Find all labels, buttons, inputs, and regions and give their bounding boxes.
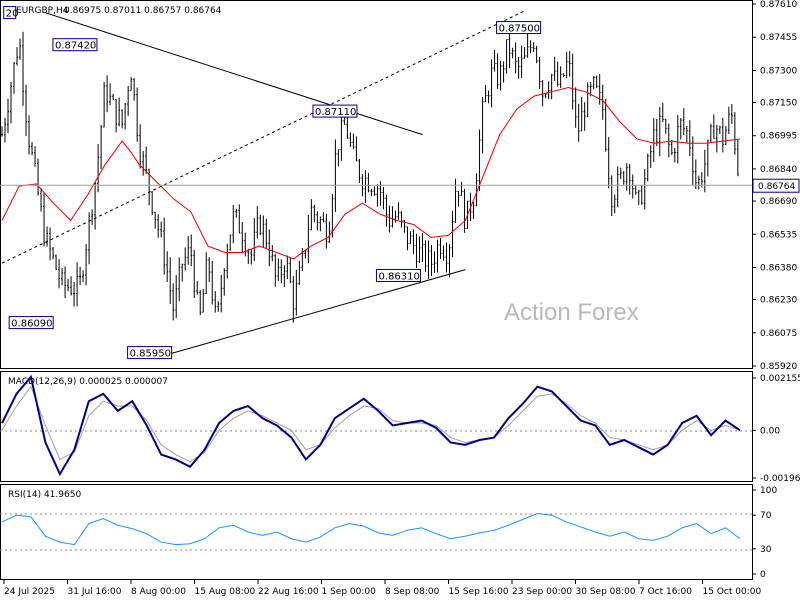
trendline-solid bbox=[164, 269, 466, 356]
time-tick-label: 31 Jul 16:00 bbox=[68, 587, 122, 597]
price-tick-label: 0.87150 bbox=[760, 99, 797, 109]
time-tick-label: 7 Oct 16:00 bbox=[639, 587, 692, 597]
annotation-label: 20 bbox=[6, 9, 19, 20]
macd-axis: 0.002155 0.00 -0.001965 bbox=[752, 374, 800, 484]
price-tick-label: 0.86840 bbox=[760, 165, 797, 175]
macd-tick-label: 0.00 bbox=[760, 426, 780, 436]
price-tick-label: 0.87610 bbox=[760, 0, 797, 10]
macd-tick-label: 0.002155 bbox=[760, 374, 800, 384]
time-tick-label: 23 Sep 00:00 bbox=[512, 587, 572, 597]
price-tick-label: 0.87300 bbox=[760, 66, 797, 76]
trendlines bbox=[1, 9, 526, 356]
trendline-solid bbox=[44, 12, 423, 136]
time-tick-label: 15 Aug 08:00 bbox=[195, 587, 256, 597]
time-tick-label: 22 Aug 16:00 bbox=[258, 587, 319, 597]
annotation-box bbox=[312, 104, 358, 118]
annotation-label: 0.86090 bbox=[11, 319, 52, 330]
current-price-label: 0.86764 bbox=[758, 182, 795, 192]
annotation-label: 0.87420 bbox=[55, 41, 96, 52]
annotation-box bbox=[8, 316, 54, 330]
price-tick-label: 0.86535 bbox=[760, 230, 797, 240]
time-tick-label: 8 Sep 08:00 bbox=[385, 587, 440, 597]
annotation-box bbox=[496, 21, 542, 35]
rsi-title: RSI(14) 41.9650 bbox=[8, 490, 81, 500]
rsi-tick-label: 0 bbox=[760, 570, 766, 580]
price-tick-label: 0.86380 bbox=[760, 263, 797, 273]
price-tick-label: 0.87455 bbox=[760, 33, 797, 43]
moving-average-line bbox=[1, 87, 741, 260]
annotation-box bbox=[52, 38, 98, 52]
current-price-box: 0.86764 bbox=[752, 178, 800, 193]
time-tick-label: 15 Sep 16:00 bbox=[449, 587, 509, 597]
price-tick-label: 0.86690 bbox=[760, 197, 797, 207]
time-tick-label: 30 Sep 08:00 bbox=[576, 587, 636, 597]
price-panel-frame bbox=[0, 0, 753, 369]
rsi-line bbox=[1, 513, 741, 546]
macd-title: MACD(12,26,9) 0.000025 0.000007 bbox=[8, 377, 168, 387]
rsi-panel-frame bbox=[0, 484, 753, 580]
price-tick-label: 0.86995 bbox=[760, 132, 797, 142]
time-tick-label: 24 Jul 2025 bbox=[4, 587, 55, 597]
annotation-label: 0.86310 bbox=[378, 271, 419, 282]
rsi-tick-label: 100 bbox=[760, 486, 777, 496]
rsi-tick-label: 70 bbox=[760, 511, 772, 521]
rsi-tick-label: 30 bbox=[760, 545, 772, 555]
price-tick-label: 0.86230 bbox=[760, 296, 797, 306]
annotations: 0.87420 0.87110 0.87500 0.86310 0.86090 0.859… bbox=[3, 6, 542, 360]
macd-tick-label: -0.001965 bbox=[760, 474, 800, 484]
macd-main-line bbox=[1, 374, 741, 477]
time-tick-label: 1 Sep 00:00 bbox=[322, 587, 377, 597]
rsi-axis: 100 70 30 0 bbox=[752, 486, 777, 580]
annotation-box bbox=[127, 346, 173, 360]
annotation-label: 0.87110 bbox=[315, 107, 356, 118]
time-tick-label: 8 Aug 00:00 bbox=[131, 587, 186, 597]
macd-signal-line bbox=[1, 385, 741, 463]
time-axis: 24 Jul 2025 31 Jul 16:00 8 Aug 00:00 15 Aug… bbox=[3, 580, 762, 597]
price-axis: 0.87610 0.87455 0.87300 0.87150 0.86995 0.868… bbox=[752, 0, 797, 372]
annotation-box bbox=[3, 6, 17, 20]
annotation-label: 0.87500 bbox=[499, 24, 540, 35]
ohlc-readout: 0.86975 0.87011 0.86757 0.86764 bbox=[64, 6, 222, 16]
price-candles bbox=[1, 27, 739, 323]
watermark: Action Forex bbox=[504, 299, 639, 326]
trendline-dotted bbox=[1, 9, 526, 264]
annotation-box bbox=[375, 268, 421, 282]
price-tick-label: 0.85920 bbox=[760, 362, 797, 372]
price-tick-label: 0.86075 bbox=[760, 329, 797, 339]
macd-panel-frame bbox=[0, 371, 753, 482]
time-tick-label: 15 Oct 00:00 bbox=[703, 587, 762, 597]
annotation-label: 0.85950 bbox=[130, 349, 171, 360]
chart-symbol: EURGBP,H4 bbox=[16, 6, 69, 16]
